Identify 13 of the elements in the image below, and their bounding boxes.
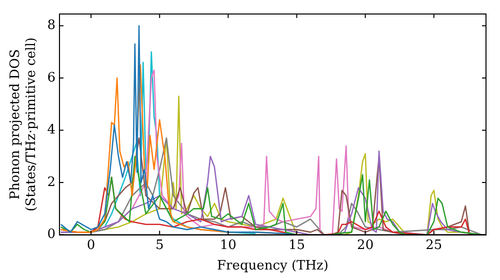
x-axis-title: Frequency (THz) — [217, 258, 328, 274]
x-tick-label: 25 — [426, 238, 442, 253]
y-tick-label: 4 — [47, 122, 56, 138]
x-tick-label: 15 — [288, 238, 306, 253]
y-tick-label: 6 — [47, 70, 56, 86]
y-tick-label: 0 — [47, 227, 56, 242]
x-tick-label: 20 — [357, 238, 374, 253]
y-tick-label: 8 — [47, 18, 56, 34]
x-tick-label: 10 — [220, 238, 236, 253]
y-axis-title: Phonon projected DOS (States/THz·primitive cell) — [8, 37, 39, 212]
y-tick-label: 2 — [47, 174, 56, 190]
x-tick-label: 5 — [155, 238, 164, 253]
x-tick-label: 0 — [86, 238, 96, 253]
